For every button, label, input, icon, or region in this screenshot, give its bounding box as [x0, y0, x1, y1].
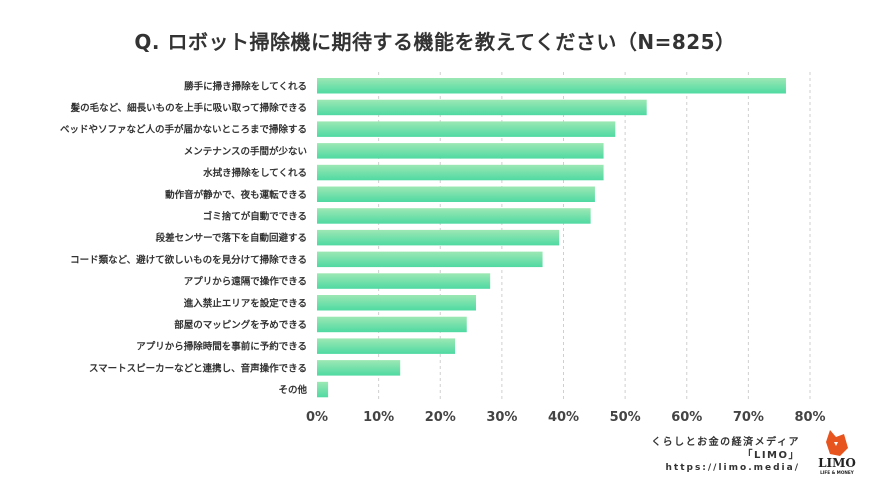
bar — [317, 273, 491, 289]
x-tick-label: 40% — [548, 410, 579, 425]
x-tick-label: 80% — [794, 410, 825, 425]
bar — [317, 381, 329, 398]
limo-logo: LIMO LIFE & MONEY — [818, 430, 856, 475]
x-tick-label: 0% — [306, 410, 328, 425]
footer-url[interactable]: https://limo.media/ — [665, 463, 800, 473]
bar — [317, 164, 604, 181]
category-label: ベッドやソファなど人の手が届かないところまで掃除する — [60, 124, 307, 136]
logo-tagline: LIFE & MONEY — [820, 470, 855, 475]
bar — [317, 316, 467, 333]
category-label: 動作音が静かで、夜も運転できる — [165, 189, 307, 201]
bar — [317, 338, 456, 354]
logo-name: LIMO — [818, 456, 856, 470]
bar — [317, 208, 591, 224]
category-label: 水拭き掃除をしてくれる — [203, 167, 307, 179]
chart-title: Q. ロボット掃除機に期待する機能を教えてください（N=825） — [134, 30, 736, 54]
bar-chart: 勝手に掃き掃除をしてくれる髪の毛など、細長いものを上手に吸い取って掃除できるベッ… — [60, 72, 826, 425]
bar — [317, 229, 560, 246]
x-tick-label: 60% — [671, 410, 702, 425]
bar — [317, 99, 647, 116]
category-label: スマートスピーカーなどと連携し、音声操作できる — [89, 362, 307, 374]
bar — [317, 143, 604, 159]
category-label: アプリから掃除時間を事前に予約できる — [136, 341, 307, 353]
x-tick-label: 30% — [486, 410, 517, 425]
category-label: その他 — [278, 384, 307, 396]
category-label: ゴミ捨てが自動でできる — [203, 210, 307, 222]
bar — [317, 251, 543, 268]
category-label: 勝手に掃き掃除をしてくれる — [184, 80, 307, 92]
footer-brand: 「LIMO」 — [742, 450, 800, 461]
footer-credit: くらしとお金の経済メディア 「LIMO」 https://limo.media/ — [651, 436, 800, 475]
x-tick-label: 70% — [733, 410, 764, 425]
category-label: 部屋のマッピングを予めできる — [174, 319, 307, 331]
bar — [317, 121, 616, 137]
category-label: アプリから遠隔で操作できる — [184, 276, 307, 288]
category-label: 進入禁止エリアを設定できる — [184, 297, 307, 309]
footer-tagline: くらしとお金の経済メディア — [651, 437, 800, 448]
x-tick-label: 50% — [610, 410, 641, 425]
category-label: 髪の毛など、細長いものを上手に吸い取って掃除できる — [70, 102, 307, 114]
category-label: 段差センサーで落下を自動回避する — [156, 232, 307, 244]
category-label: メンテナンスの手間が少ない — [184, 145, 307, 157]
category-label: コード類など、避けて欲しいものを見分けて掃除できる — [70, 254, 307, 266]
bar — [317, 186, 595, 202]
bar — [317, 295, 476, 311]
bar — [317, 360, 401, 376]
x-tick-label: 20% — [425, 410, 456, 425]
bar — [317, 78, 786, 94]
x-tick-label: 10% — [363, 410, 394, 425]
